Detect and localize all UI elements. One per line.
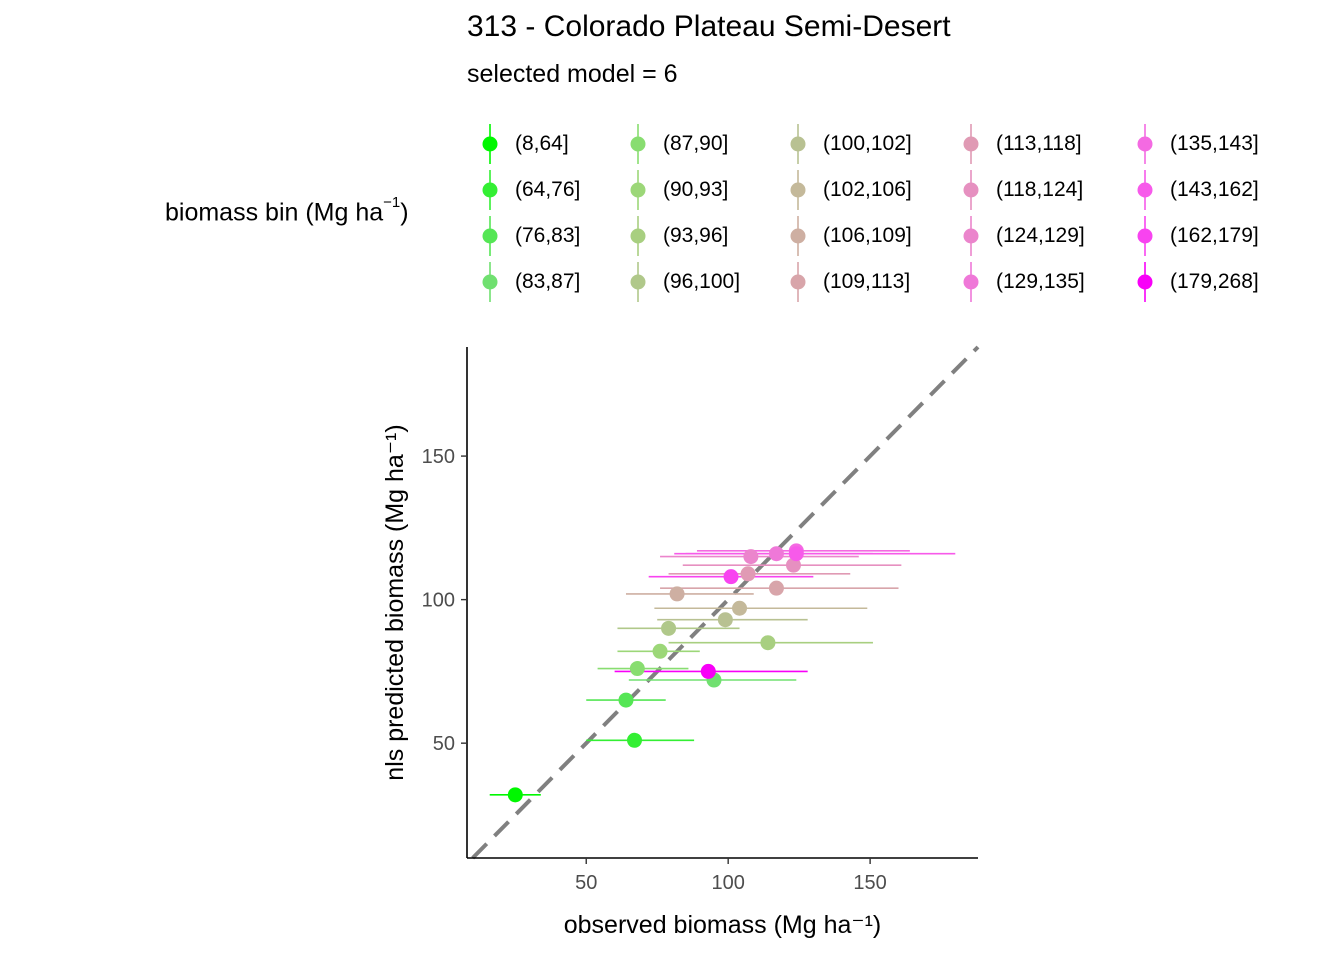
legend-key-point — [790, 228, 806, 244]
data-point-9 — [717, 612, 733, 628]
legend-label: (109,113] — [823, 270, 911, 293]
legend-label: (113,118] — [996, 132, 1082, 155]
data-point-8 — [661, 620, 677, 636]
x-tick-label: 100 — [711, 872, 744, 894]
legend-key-point — [630, 182, 646, 198]
data-point-5 — [629, 661, 645, 677]
legend-label: (102,106] — [823, 178, 912, 201]
data-point-3 — [618, 692, 634, 708]
legend-key-point — [963, 274, 979, 290]
legend-key-point — [482, 228, 498, 244]
legend-key — [963, 124, 979, 164]
legend-label: (179,268] — [1170, 270, 1259, 293]
y-tick-label: 150 — [422, 446, 455, 468]
legend-key — [790, 124, 806, 164]
legend-label: (64,76] — [515, 178, 581, 201]
legend-key — [630, 262, 646, 302]
reference-line-layer — [471, 345, 980, 860]
data-point-19 — [723, 569, 739, 585]
legend-key — [482, 216, 498, 256]
legend-label: (106,109] — [823, 224, 912, 247]
legend-key — [963, 262, 979, 302]
y-tick-label: 50 — [433, 733, 455, 755]
legend-label: (96,100] — [663, 270, 741, 293]
chart-title: 313 - Colorado Plateau Semi-Desert — [467, 10, 951, 43]
legend-key-point — [482, 182, 498, 198]
legend-key-point — [630, 136, 646, 152]
point-layer — [507, 543, 804, 803]
legend-key — [963, 170, 979, 210]
x-axis-title: observed biomass (Mg ha⁻¹) — [564, 911, 881, 939]
data-point-18 — [788, 546, 804, 562]
legend-key — [1137, 124, 1153, 164]
legend-key-point — [790, 274, 806, 290]
legend-key-point — [482, 274, 498, 290]
legend-key — [1137, 216, 1153, 256]
legend-key-point — [482, 136, 498, 152]
y-axis-title: nls predicted biomass (Mg ha⁻¹) — [381, 424, 409, 780]
data-point-2 — [626, 732, 642, 748]
data-point-6 — [652, 643, 668, 659]
legend-key — [790, 170, 806, 210]
data-point-14 — [785, 557, 801, 573]
data-point-20 — [700, 663, 716, 679]
legend-label: (100,102] — [823, 132, 912, 155]
legend-key-point — [790, 182, 806, 198]
data-point-16 — [768, 546, 784, 562]
legend-key-point — [963, 228, 979, 244]
data-point-7 — [760, 635, 776, 651]
axis-layer: 50 100 150 50 100 150 observed biomass (Mg ha⁻… — [381, 347, 978, 939]
legend-label: (118,124] — [996, 178, 1084, 201]
legend-key-point — [1137, 228, 1153, 244]
legend-key — [630, 170, 646, 210]
legend-key — [482, 170, 498, 210]
legend-key-point — [1137, 274, 1153, 290]
legend-title-text: biomass bin (Mg ha — [165, 198, 384, 227]
legend-key — [790, 262, 806, 302]
legend-key — [790, 216, 806, 256]
legend-key — [482, 124, 498, 164]
legend-label: (124,129] — [996, 224, 1085, 247]
legend-label: (129,135] — [996, 270, 1085, 293]
data-point-13 — [740, 566, 756, 582]
data-point-15 — [743, 549, 759, 565]
error-bar-layer — [489, 550, 956, 796]
legend-title: biomass bin (Mg ha−1) — [165, 194, 409, 227]
x-tick-label: 150 — [853, 872, 886, 894]
data-point-12 — [768, 580, 784, 596]
legend-key-point — [963, 136, 979, 152]
legend-key — [1137, 170, 1153, 210]
legend-key — [630, 124, 646, 164]
legend-label: (8,64] — [515, 132, 569, 155]
x-tick-label: 50 — [575, 872, 597, 894]
one-to-one-reference-line — [471, 345, 980, 860]
legend-key-point — [1137, 182, 1153, 198]
legend-key-point — [630, 274, 646, 290]
legend-key-point — [963, 182, 979, 198]
data-point-10 — [732, 600, 748, 616]
legend-key-point — [790, 136, 806, 152]
legend-title-close: ) — [400, 198, 409, 227]
legend-label: (93,96] — [663, 224, 729, 247]
data-point-1 — [507, 787, 523, 803]
data-point-11 — [669, 586, 685, 602]
legend-label: (87,90] — [663, 132, 729, 155]
legend-label: (90,93] — [663, 178, 729, 201]
legend-key — [630, 216, 646, 256]
legend-key — [1137, 262, 1153, 302]
legend-label: (143,162] — [1170, 178, 1259, 201]
legend-key-point — [1137, 136, 1153, 152]
legend-label: (135,143] — [1170, 132, 1259, 155]
legend-label: (76,83] — [515, 224, 581, 247]
legend-title-superscript: −1 — [383, 194, 401, 211]
legend-label: (162,179] — [1170, 224, 1259, 247]
legend-key — [963, 216, 979, 256]
legend-key — [482, 262, 498, 302]
y-tick-label: 100 — [422, 590, 455, 612]
chart-subtitle: selected model = 6 — [467, 60, 678, 88]
legend-label: (83,87] — [515, 270, 581, 293]
legend-key-point — [630, 228, 646, 244]
